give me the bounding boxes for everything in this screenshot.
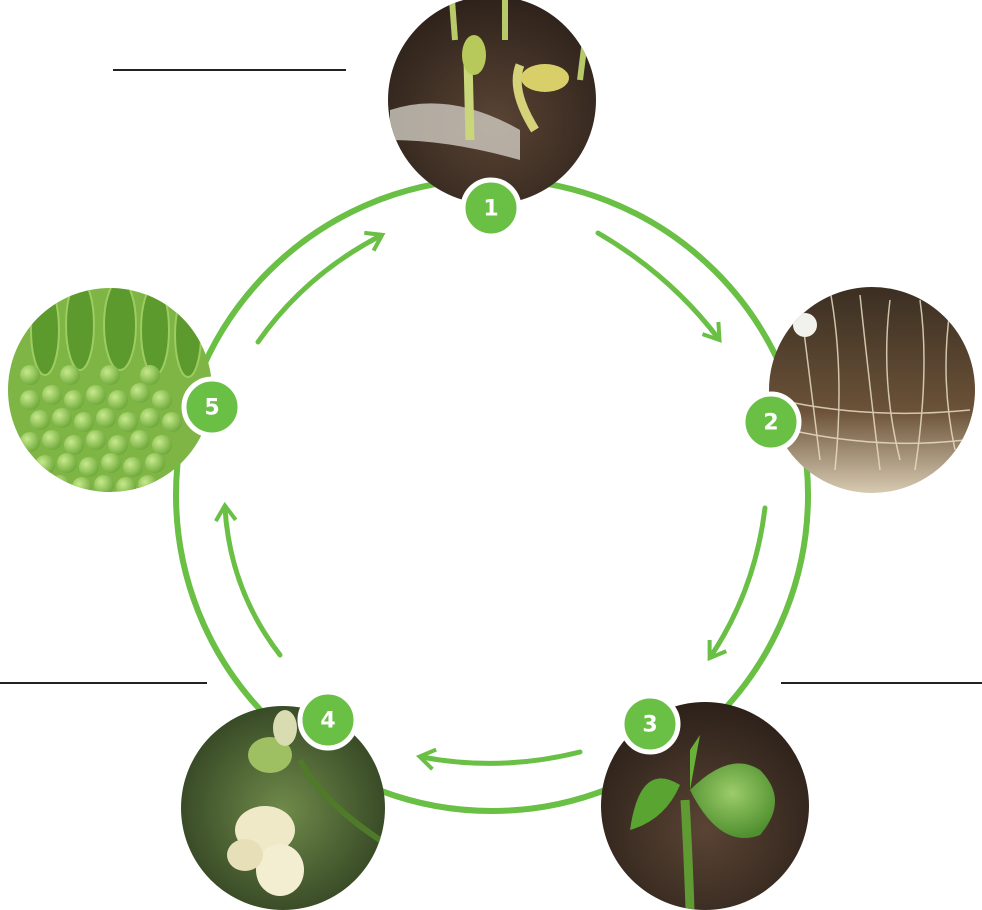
stage-number: 4 — [320, 709, 335, 734]
arrow — [422, 752, 580, 763]
stage-badge: 1 — [463, 180, 519, 236]
stage-badge: 4 — [300, 692, 356, 748]
cycle-arrows — [225, 233, 765, 763]
arrow — [598, 233, 718, 338]
stage-badge: 3 — [622, 696, 678, 752]
stage-number: 5 — [204, 396, 219, 421]
photo-roots — [765, 285, 980, 495]
arrow — [258, 236, 380, 342]
life-cycle-diagram: 1 2 3 4 5 — [0, 0, 982, 910]
arrow — [225, 508, 280, 655]
page: {"stages":[{"number":"1"},{"number":"2"}… — [0, 0, 982, 910]
arrow — [711, 508, 765, 656]
stage-number: 2 — [763, 411, 778, 436]
stage-number: 3 — [642, 713, 657, 738]
stage-badge: 5 — [184, 379, 240, 435]
stage-badge: 2 — [743, 394, 799, 450]
photo-flower — [178, 705, 388, 910]
photo-peas — [5, 280, 215, 497]
stage-number: 1 — [483, 197, 498, 222]
